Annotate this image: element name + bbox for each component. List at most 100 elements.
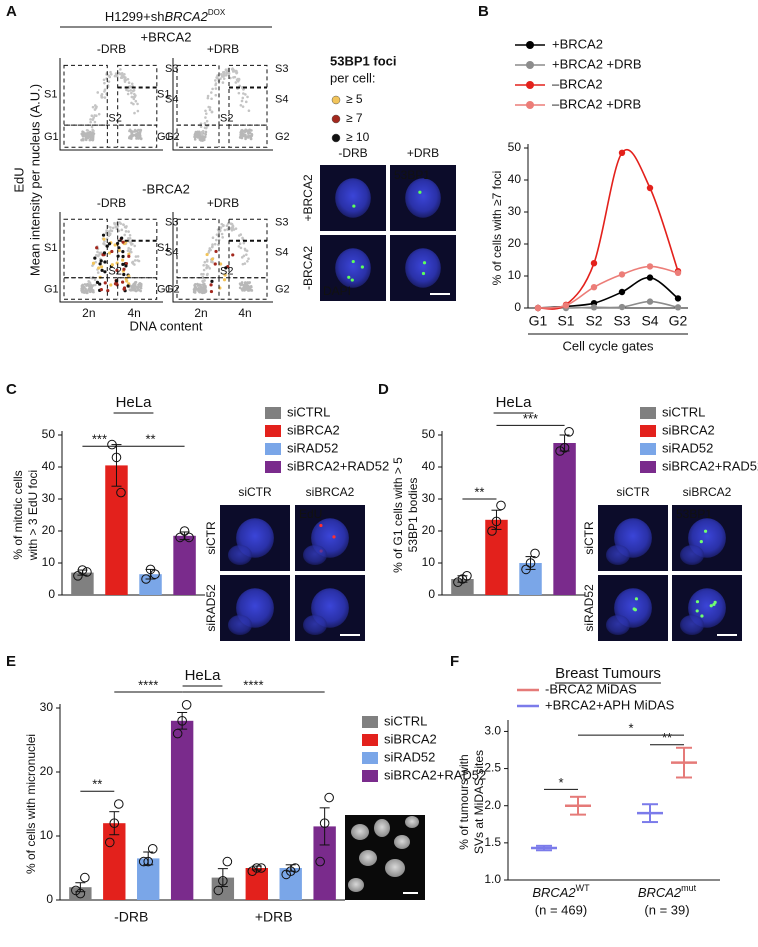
y-axis-label: 53BP1 bodies (406, 478, 420, 553)
cloud-dot (199, 125, 203, 128)
cloud-dot (235, 69, 238, 73)
cloud-dot (107, 234, 111, 238)
replicate (143, 856, 154, 867)
cloud-dot (206, 94, 210, 98)
bar (139, 574, 162, 595)
point (618, 303, 626, 311)
cloud-dot (139, 284, 143, 288)
cloud-dot (200, 291, 204, 294)
significance-label: * (558, 775, 563, 790)
foci-dot (100, 268, 104, 272)
legend-label: –BRCA2 (552, 76, 603, 91)
replicate (525, 558, 536, 568)
cloud-dot (218, 228, 222, 232)
legend-label: siRAD52 (662, 440, 713, 455)
x-tick-label: 2n (82, 306, 95, 320)
cloud-dot (240, 281, 244, 284)
cloud-dot (85, 283, 89, 287)
cloud-dot (230, 228, 234, 232)
cloud-dot (84, 133, 88, 137)
cloud-dot (239, 233, 243, 236)
cloud-dot (100, 92, 104, 96)
bar (451, 579, 474, 595)
x-tick-label: 4n (127, 306, 140, 320)
cloud-dot (128, 288, 132, 292)
cloud-dot (242, 241, 246, 245)
y-tick-label: 0 (514, 300, 521, 314)
y-tick-label: 0 (428, 587, 435, 601)
legend-swatch (331, 133, 341, 143)
foci-dot (210, 257, 215, 261)
foci-dot (122, 272, 126, 277)
foci-dot (117, 246, 121, 250)
stain-label: DAPI (323, 284, 351, 298)
cloud-dot (91, 138, 94, 142)
focus (350, 278, 354, 282)
cloud-dot (245, 253, 248, 256)
legend-label: siBRCA2 (287, 422, 340, 437)
y-axis-label: with > 3 EdU foci (26, 470, 40, 561)
cloud-dot (80, 284, 84, 287)
cloud-dot (242, 92, 245, 95)
x-tick-label: 2n (194, 306, 207, 320)
axis (59, 212, 163, 303)
cloud-dot (219, 77, 222, 81)
genotype: WT (576, 883, 590, 893)
cloud-dot (133, 244, 137, 248)
foci-dot (98, 282, 102, 286)
y-axis-label: % of mitotic cells (11, 470, 25, 559)
cloud-dot (205, 266, 208, 270)
focus (713, 600, 717, 604)
error-bar (109, 811, 120, 836)
cloud-dot (214, 79, 217, 82)
gate-label: S2 (108, 265, 121, 277)
foci-dot (121, 250, 125, 254)
cloud-dot (193, 133, 197, 137)
y-tick-label: 3.0 (484, 724, 501, 738)
foci-dot (125, 279, 129, 283)
cloud-dot (109, 226, 112, 229)
legend-swatch (362, 752, 378, 764)
cloud-dot (125, 88, 128, 92)
error-bar (536, 844, 552, 852)
foci-dot (99, 259, 103, 263)
legend-swatch (362, 716, 378, 728)
cloud-dot (84, 138, 88, 142)
stain-label: 53BP1 (394, 168, 430, 182)
cloud-dot (214, 87, 218, 90)
focus (633, 608, 637, 612)
nucleus (303, 615, 327, 635)
y-tick-label: 30 (42, 491, 56, 505)
replicate (290, 863, 301, 873)
point (674, 295, 682, 302)
cloud-dot (81, 130, 84, 133)
replicate (487, 526, 497, 536)
cloud-dot (139, 137, 143, 141)
bar (103, 823, 126, 900)
cloud-dot (221, 81, 225, 84)
foci-dot (214, 249, 218, 254)
foci-dot (103, 260, 107, 264)
y-tick-label: 0 (48, 587, 55, 601)
cloud-dot (234, 81, 238, 84)
cloud-dot (202, 272, 205, 276)
foci-dot (121, 280, 125, 284)
significance-label: ** (474, 484, 484, 499)
cloud-dot (249, 137, 253, 141)
gate-label: S4 (275, 93, 288, 105)
cloud-dot (246, 260, 249, 263)
cloud-dot (203, 122, 207, 125)
cloud-dot (250, 285, 253, 289)
cloud-dot (232, 68, 235, 72)
header-gene: BRCA2 (164, 9, 208, 24)
replicate (75, 888, 86, 899)
legend-label: siRAD52 (384, 749, 435, 764)
x-tick-label: G1 (529, 313, 548, 329)
cloud-dot (93, 278, 97, 282)
cloud-dot (137, 133, 140, 137)
legend-label: siBRCA2 (384, 731, 437, 746)
legend-marker (526, 101, 534, 109)
bar (137, 858, 160, 900)
